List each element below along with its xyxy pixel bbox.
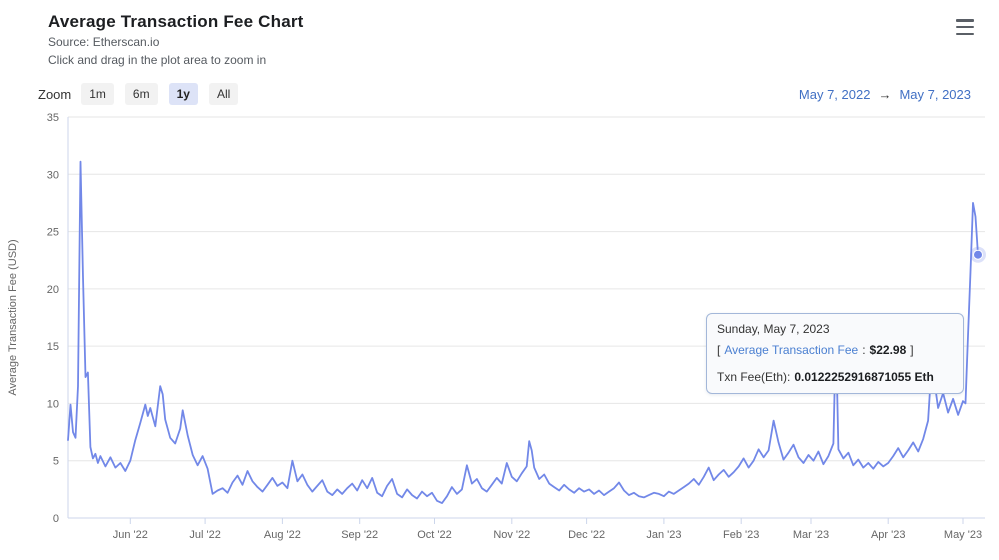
tooltip-txn-label: Txn Fee(Eth):	[717, 370, 791, 384]
zoom-hint-label: Click and drag in the plot area to zoom …	[48, 53, 267, 67]
range-arrow-icon: →	[878, 86, 892, 102]
tooltip-separator: :	[862, 343, 866, 357]
chart-tooltip: Sunday, May 7, 2023 [Average Transaction…	[706, 313, 964, 394]
date-range: May 7, 2022 → May 7, 2023	[799, 87, 971, 102]
x-tick-label: Sep '22	[341, 529, 378, 541]
y-tick-label: 5	[53, 456, 59, 468]
x-tick-label: Aug '22	[264, 529, 301, 541]
zoom-button-all[interactable]: All	[208, 83, 239, 105]
tooltip-close-bracket: ]	[910, 343, 914, 357]
tooltip-value-line: [Average Transaction Fee: $22.98]	[717, 343, 953, 357]
tooltip-txn-value: 0.0122252916871055 Eth	[794, 370, 934, 384]
y-tick-label: 35	[47, 112, 59, 124]
x-tick-label: Dec '22	[568, 529, 605, 541]
range-end-date[interactable]: May 7, 2023	[899, 86, 971, 102]
x-tick-label: May '23	[944, 529, 982, 541]
y-tick-label: 25	[47, 227, 59, 239]
x-tick-label: Apr '23	[871, 529, 906, 541]
zoom-label: Zoom	[38, 86, 72, 102]
x-tick-label: Jul '22	[189, 529, 220, 541]
y-tick-label: 10	[47, 398, 59, 410]
zoom-button-6m[interactable]: 6m	[124, 83, 158, 105]
chart-header: Average Transaction Fee Chart Source: Et…	[0, 0, 999, 78]
tooltip-series-label: Average Transaction Fee	[724, 343, 859, 357]
y-tick-label: 0	[53, 513, 59, 525]
y-axis-title: Average Transaction Fee (USD)	[7, 239, 19, 395]
x-tick-label: Feb '23	[723, 529, 759, 541]
source-label: Source: Etherscan.io	[48, 35, 160, 49]
y-tick-label: 30	[47, 169, 59, 181]
x-tick-label: Jun '22	[113, 529, 148, 541]
tooltip-date: Sunday, May 7, 2023	[717, 322, 830, 336]
y-tick-label: 20	[47, 284, 59, 296]
hamburger-menu-icon[interactable]	[953, 17, 977, 37]
x-tick-label: Nov '22	[493, 529, 530, 541]
range-selector-toolbar: Zoom 1m 6m 1y All May 7, 2022 → May 7, 2…	[38, 82, 971, 106]
zoom-button-1m[interactable]: 1m	[81, 83, 114, 105]
y-tick-label: 15	[47, 341, 59, 353]
x-tick-label: Mar '23	[793, 529, 829, 541]
zoom-button-1y[interactable]: 1y	[168, 83, 198, 105]
last-point-marker[interactable]	[973, 249, 983, 260]
plot-area[interactable]: 0 5 10 15 20 25 30 35 Jun '22 Jul '22 Aug '22 Sep '…	[0, 95, 999, 555]
x-tick-label: Jan '23	[646, 529, 681, 541]
page-title: Average Transaction Fee Chart	[48, 12, 304, 31]
tooltip-open-bracket: [	[717, 343, 721, 357]
tooltip-txn-line: Txn Fee(Eth): 0.0122252916871055 Eth	[717, 370, 953, 384]
tooltip-value: $22.98	[869, 343, 907, 357]
range-start-date[interactable]: May 7, 2022	[798, 86, 871, 102]
x-tick-label: Oct '22	[417, 529, 452, 541]
